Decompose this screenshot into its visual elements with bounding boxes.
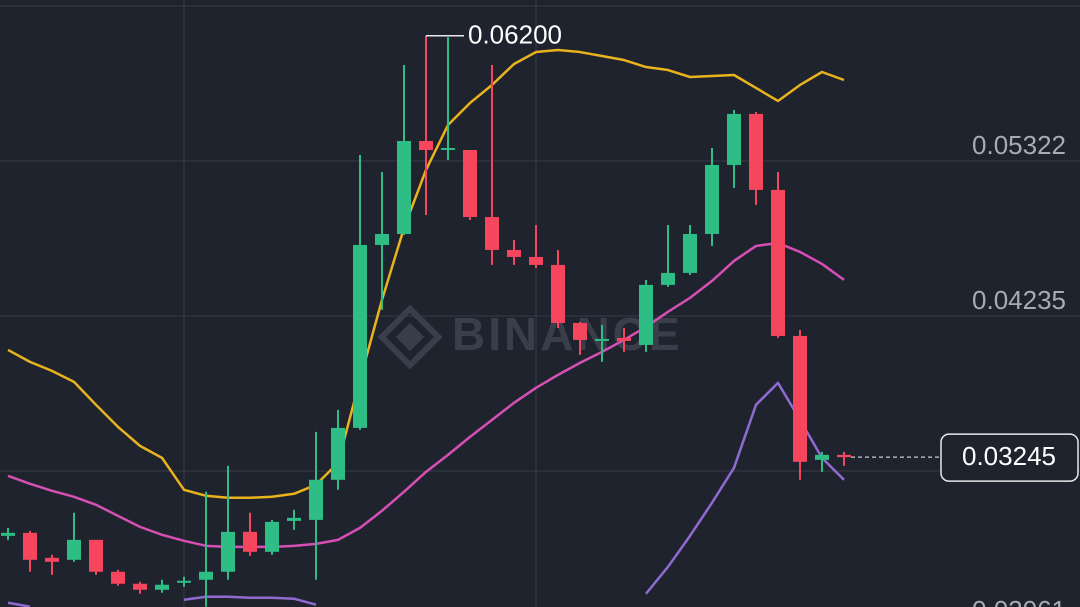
- candle-body: [727, 113, 741, 165]
- candle-body: [265, 521, 279, 552]
- last-price-label: 0.03245: [962, 441, 1056, 471]
- candle-body: [287, 517, 301, 521]
- candle-body: [309, 479, 323, 520]
- candle-body: [177, 580, 191, 583]
- candle-body: [397, 141, 411, 234]
- candle-body: [441, 148, 455, 151]
- last-price-box: [940, 433, 1079, 482]
- candle-body: [573, 322, 587, 340]
- candle-body: [23, 532, 37, 560]
- y-tick-label: 0.06409: [972, 0, 1066, 5]
- candle-body: [67, 539, 81, 560]
- candle-body: [595, 338, 609, 341]
- candle-body: [485, 217, 499, 250]
- band-line: [7, 241, 845, 549]
- candle-body: [155, 584, 169, 590]
- watermark-logo: [377, 304, 443, 370]
- candle-body: [221, 531, 235, 572]
- candle-body: [331, 427, 345, 480]
- candle-body: [243, 531, 257, 552]
- candle-body: [375, 233, 389, 245]
- label-layer: 0.06200 0.03245: [426, 20, 1079, 482]
- candle-body: [111, 571, 125, 584]
- candle-body: [837, 454, 851, 458]
- candle-body: [463, 150, 477, 218]
- band-line: [645, 381, 845, 595]
- candle-layer: [1, 35, 851, 607]
- candle-body: [507, 249, 521, 257]
- candle-body: [705, 164, 719, 234]
- candle-body: [89, 539, 103, 572]
- candle-body: [199, 571, 213, 580]
- candle-body: [551, 264, 565, 323]
- candle-body: [1, 532, 15, 536]
- y-tick-label: 0.05322: [972, 130, 1066, 160]
- candle-body: [771, 189, 785, 336]
- candle-body: [661, 272, 675, 285]
- y-tick-label: 0.02061: [972, 595, 1066, 607]
- candle-body: [419, 141, 433, 151]
- candle-body: [815, 454, 829, 460]
- candle-body: [617, 337, 631, 341]
- max-label: 0.06200: [468, 20, 562, 50]
- candle-body: [133, 583, 147, 590]
- candle-body: [683, 233, 697, 273]
- y-tick-label: 0.04235: [972, 285, 1066, 315]
- candle-body: [45, 557, 59, 562]
- candle-body: [529, 256, 543, 265]
- band-line: [7, 601, 31, 607]
- candle-body: [639, 284, 653, 345]
- candle-body: [353, 244, 367, 428]
- candle-body: [793, 335, 807, 462]
- candle-body: [749, 113, 763, 190]
